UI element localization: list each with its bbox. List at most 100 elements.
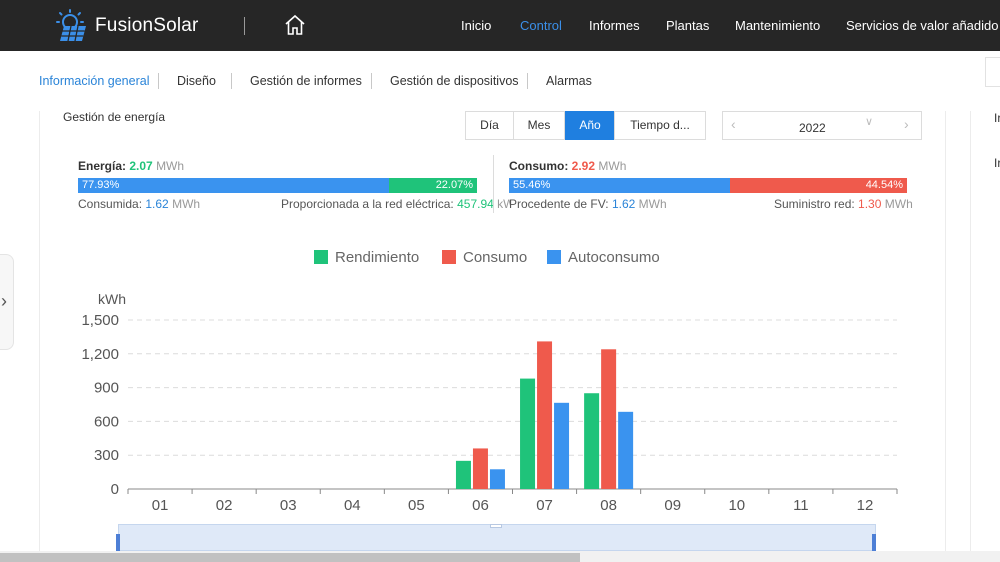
- grid-export-text: Proporcionada a la red eléctrica: 457.94…: [281, 197, 510, 211]
- x-tick-label: 04: [344, 497, 361, 514]
- energy-unit: MWh: [156, 159, 185, 173]
- consumed-text: Consumida: 1.62 MWh: [78, 197, 200, 211]
- tab-informacion-general[interactable]: Información general: [39, 74, 150, 88]
- tab-gestion-dispositivos[interactable]: Gestión de dispositivos: [390, 74, 519, 88]
- chevron-right-icon: ›: [1, 291, 7, 311]
- x-tick-label: 12: [857, 497, 874, 514]
- legend-label: Autoconsumo: [568, 249, 660, 266]
- pv-source-value: 1.62: [611, 197, 636, 211]
- bar-autoconsumo: [554, 402, 570, 489]
- header-divider: [244, 17, 245, 35]
- card-title: Gestión de energía: [63, 110, 166, 124]
- y-tick-label: 300: [94, 447, 119, 464]
- scrollbar-thumb[interactable]: [0, 553, 580, 562]
- x-tick-label: 07: [536, 497, 553, 514]
- top-bar: FusionSolar Inicio Control Informes Plan…: [0, 0, 1000, 51]
- y-tick-label: 1,500: [81, 312, 119, 329]
- nav-servicios[interactable]: Servicios de valor añadido: [846, 18, 999, 33]
- y-tick-label: 600: [94, 413, 119, 430]
- summary-divider: [493, 155, 494, 213]
- energy-grid-bar: 22.07%: [389, 178, 477, 193]
- legend-swatch: [442, 250, 456, 264]
- card-border: [945, 111, 946, 551]
- year-value: 2022: [799, 121, 826, 135]
- left-expand-tab[interactable]: ›: [0, 254, 14, 350]
- legend-swatch: [314, 250, 328, 264]
- x-tick-label: 03: [280, 497, 297, 514]
- chevron-right-icon[interactable]: ›: [904, 116, 909, 132]
- right-input-box[interactable]: [985, 57, 1000, 87]
- pv-source-label: Procedente de FV:: [509, 197, 609, 211]
- legend-label: Consumo: [463, 249, 527, 266]
- consumed-unit: MWh: [172, 197, 201, 211]
- consumption-unit: MWh: [598, 159, 627, 173]
- consumption-summary: Consumo: 2.92 MWh: [509, 159, 626, 173]
- brand-logo[interactable]: FusionSolar: [55, 9, 199, 43]
- grid-supply-label: Suministro red:: [774, 197, 855, 211]
- period-mes[interactable]: Mes: [513, 111, 565, 140]
- nav-mantenimiento[interactable]: Mantenimiento: [735, 18, 821, 33]
- zoom-grip[interactable]: [490, 524, 502, 528]
- x-tick-label: 09: [664, 497, 681, 514]
- nav-plantas[interactable]: Plantas: [666, 18, 710, 33]
- tab-gestion-informes[interactable]: Gestión de informes: [250, 74, 362, 88]
- period-dia[interactable]: Día: [465, 111, 514, 140]
- energy-consumed-bar: 77.93%: [78, 178, 389, 193]
- year-picker[interactable]: ‹ 2022 ∨ ›: [722, 111, 922, 140]
- bar-consumo: [601, 349, 617, 489]
- y-axis-label: kWh: [98, 291, 126, 307]
- energy-bar-chart: Rendimiento Consumo Autoconsumo kWh 0 300 600 9…: [60, 236, 920, 526]
- zoom-handle-right[interactable]: [872, 534, 876, 551]
- chevron-left-icon[interactable]: ‹: [731, 116, 736, 132]
- consumed-label: Consumida:: [78, 197, 143, 211]
- bar-autoconsumo: [618, 411, 634, 489]
- bar-consumo: [537, 341, 553, 489]
- tab-diseno[interactable]: Diseño: [177, 74, 216, 88]
- period-tiempo[interactable]: Tiempo d...: [614, 111, 706, 140]
- sun-panel-icon: [56, 9, 86, 42]
- y-tick-label: 900: [94, 380, 119, 397]
- consumption-grid-bar: 44.54%: [730, 178, 907, 193]
- period-ano[interactable]: Año: [565, 111, 615, 140]
- zoom-handle-left[interactable]: [116, 534, 120, 551]
- pv-source-unit: MWh: [638, 197, 667, 211]
- grid-supply-value: 1.30: [858, 197, 882, 211]
- consumption-pv-bar: 55.46%: [509, 178, 730, 193]
- consumption-label: Consumo:: [509, 159, 569, 173]
- grid-export-label: Proporcionada a la red eléctrica:: [281, 197, 454, 211]
- x-tick-label: 05: [408, 497, 425, 514]
- tab-alarmas[interactable]: Alarmas: [546, 74, 592, 88]
- legend-swatch: [547, 250, 561, 264]
- y-tick-label: 1,200: [81, 346, 119, 363]
- bar-rendimiento: [520, 378, 536, 489]
- consumed-value: 1.62: [145, 197, 169, 211]
- grid-export-unit: kWh: [497, 197, 510, 211]
- nav-control[interactable]: Control: [520, 18, 562, 33]
- tab-separator: [158, 73, 159, 89]
- home-icon[interactable]: [283, 13, 307, 37]
- x-tick-label: 01: [152, 497, 169, 514]
- card-border: [39, 111, 40, 551]
- grid-export-value: 457.94: [457, 197, 494, 211]
- chart-zoom-slider[interactable]: [118, 524, 876, 551]
- tab-separator: [231, 73, 232, 89]
- nav-informes[interactable]: Informes: [589, 18, 640, 33]
- grid-supply-unit: MWh: [884, 197, 913, 211]
- tab-separator: [371, 73, 372, 89]
- chart-canvas: Rendimiento Consumo Autoconsumo kWh 0 300 600 9…: [81, 249, 898, 514]
- x-tick-label: 11: [793, 497, 809, 514]
- legend-label: Rendimiento: [335, 249, 419, 266]
- bar-autoconsumo: [489, 469, 505, 489]
- nav-inicio[interactable]: Inicio: [461, 18, 492, 33]
- right-panel-border: [970, 111, 971, 551]
- chevron-down-icon[interactable]: ∨: [865, 116, 874, 128]
- x-tick-label: 08: [600, 497, 617, 514]
- brand-name: FusionSolar: [95, 15, 199, 36]
- bar-rendimiento: [584, 393, 600, 489]
- consumption-value: 2.92: [571, 159, 596, 173]
- x-tick-label: 02: [216, 497, 233, 514]
- tab-separator: [527, 73, 528, 89]
- bar-rendimiento: [455, 460, 471, 489]
- right-panel-item: Ir: [994, 156, 1000, 170]
- sub-navigation: Información general Diseño Gestión de in…: [0, 51, 1000, 111]
